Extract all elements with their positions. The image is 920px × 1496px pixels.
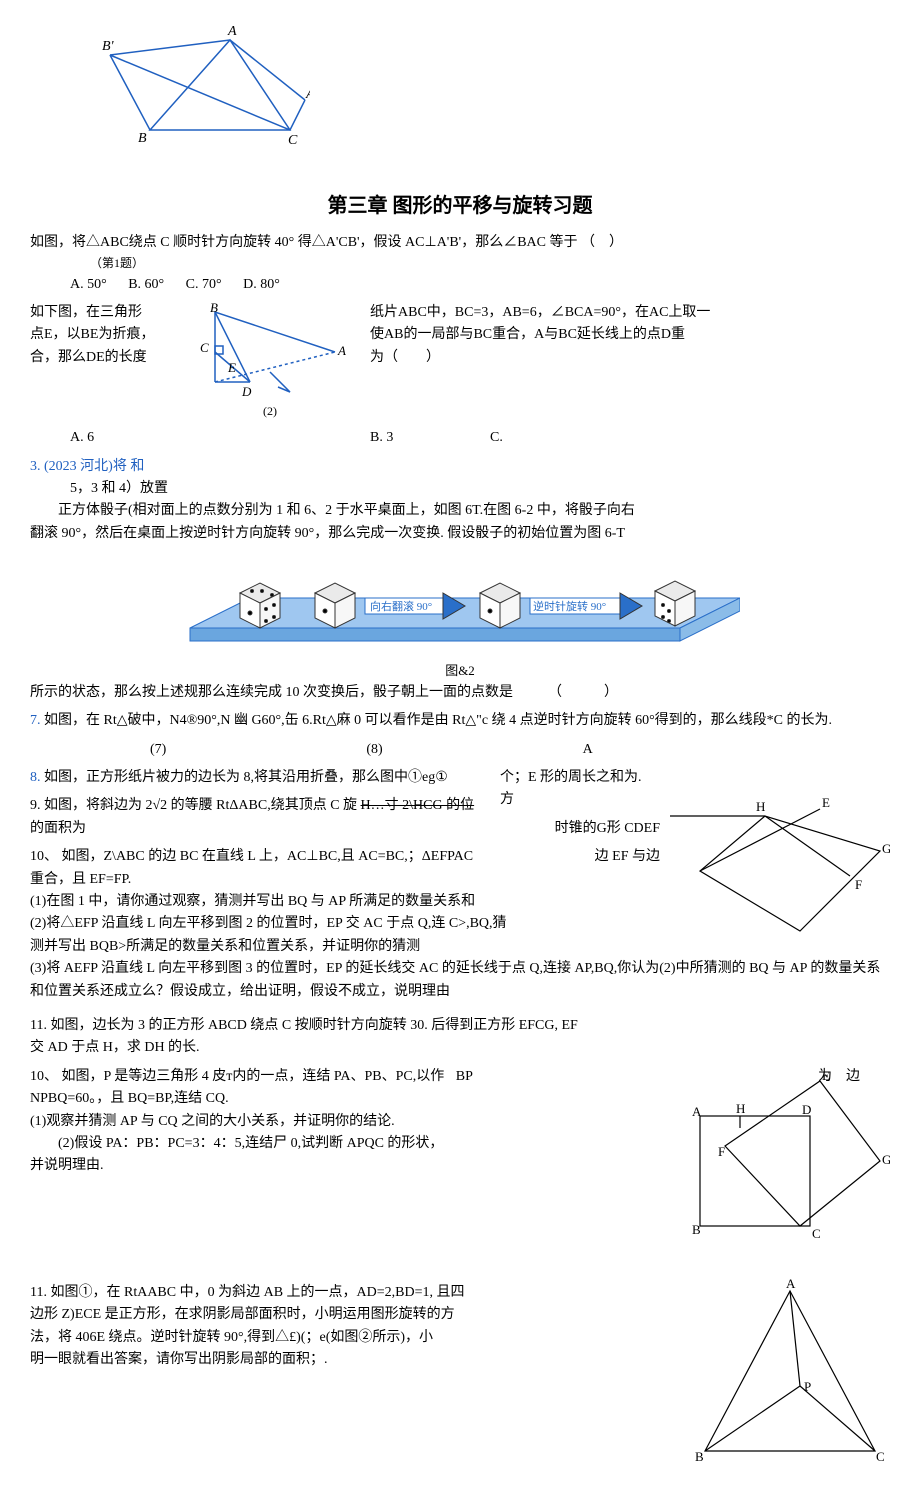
q2-left3: 合，那么DE的长度: [30, 347, 170, 369]
q9-body: 如图，将斜边为 2√2 的等腰 RtΔABC,绕其顶点 C 旋: [44, 798, 357, 813]
tri-label-b: B: [695, 1449, 704, 1464]
q10b-num: 10、: [30, 1069, 58, 1084]
svg-text:E: E: [822, 795, 830, 810]
q7-note-a: (7): [150, 739, 166, 761]
q1-opt-d: D. 80°: [243, 277, 280, 292]
q1-label-bp: B': [102, 39, 115, 54]
q9-tail: 时锥的G形 CDEF: [555, 818, 660, 840]
dice-label-a: 向右翻滚 90°: [370, 599, 432, 613]
q2-label-b: B: [210, 302, 218, 315]
q8-tail: 个；E 形的周长之和为. 方: [500, 767, 660, 812]
q1-svg: B' A A' B C: [90, 20, 310, 150]
question-3: 3. (2023 河北)将 和 5，3 和 4）放置 正方体骰子(相对面上的点数…: [30, 456, 890, 705]
q10b-body: 如图，P 是等边三角形 4 皮т内的一点，连结 PA、PB、PC,以作: [62, 1069, 445, 1084]
q1-label-c: C: [288, 133, 298, 148]
q7-note-b: (8): [366, 739, 382, 761]
q11-num: 11.: [30, 1018, 47, 1033]
question-2: 如下图，在三角形 点E，以BE为折痕， 合，那么DE的长度 B A C D E …: [30, 302, 890, 421]
q2-right3: 为（ ）: [370, 347, 890, 369]
q2-opt-b: B. 3: [370, 427, 490, 449]
q3-body2: 翻滚 90°，然后在桌面上按逆时针方向旋转 90°，那么完成一次变换. 假设骰子…: [30, 523, 890, 545]
q2-right1: 纸片ABC中，BC=3，AB=6，∠BCA=90°，在AC上取一: [370, 302, 890, 324]
right-figure-squares: A B C D E F G H: [670, 1066, 890, 1276]
q11b-num: 11.: [30, 1285, 47, 1300]
q1-label-ap: A': [305, 87, 310, 102]
tri-label-c: C: [876, 1449, 885, 1464]
q2-left1: 如下图，在三角形: [30, 302, 170, 324]
tri-label-a: A: [786, 1276, 796, 1291]
q1-label-a: A: [227, 24, 237, 39]
q1-body: 如图，将△ABC绕点 C 顺时针方向旋转 40° 得△A'CB'，假设 AC⊥A…: [30, 235, 577, 250]
q1-opt-a: A. 50°: [70, 277, 107, 292]
sq-label-b: B: [692, 1222, 701, 1237]
question-11: 11. 如图，边长为 3 的正方形 ABCD 绕点 C 按顺时针方向旋转 30.…: [30, 1015, 890, 1060]
q10-p3: (3)将 AEFP 沿直线 L 向左平移到图 3 的位置时，EP 的延长线交 A…: [30, 958, 890, 1003]
q7-body: 如图，在 Rt△破中，N4®90°,N 幽 G60°,缶 6.Rt△麻 0 可以…: [44, 713, 832, 728]
q2-options: A. 6 B. 3 C.: [30, 427, 890, 449]
q10b-tail: 为 边: [818, 1066, 860, 1088]
question-1: 如图，将△ABC绕点 C 顺时针方向旋转 40° 得△A'CB'，假设 AC⊥A…: [30, 232, 890, 296]
q3-lead: 3. (2023 河北)将 和: [30, 459, 144, 474]
q2-label-a: A: [337, 343, 346, 358]
q8-body: 如图，正方形纸片被力的边长为 8,将其沿用折叠，那么图中①eg①: [44, 770, 448, 785]
q8-num: 8.: [30, 770, 41, 785]
sq-label-f: F: [718, 1144, 725, 1159]
q3-sub: 5，3 和 4）放置: [70, 478, 890, 500]
q7-num: 7.: [30, 713, 41, 728]
q10-body: 如图，Z\ABC 的边 BC 在直线 L 上，AC⊥BC,且 AC=BC,；ΔE…: [62, 849, 474, 864]
q2-label-c: C: [200, 340, 209, 355]
svg-text:H: H: [756, 799, 765, 814]
q10-num: 10、: [30, 849, 58, 864]
right-figure-polygon: H E G F: [670, 761, 890, 951]
q3-body1: 正方体骰子(相对面上的点数分别为 1 和 6、2 于水平桌面上，如图 6T.在图…: [30, 500, 890, 522]
sq-label-h: H: [736, 1101, 745, 1116]
q3-caption: 图&2: [30, 661, 890, 682]
dice-strip: 向右翻滚 90° 逆时针旋转 90°: [180, 553, 740, 653]
q2-right2: 使AB的一局部与BC重合，A与BC延长线上的点D重: [370, 324, 890, 346]
q10b-bp: BP: [456, 1069, 473, 1084]
sq-label-d: D: [802, 1102, 811, 1117]
q11b-body: 如图①，在 RtAABC 中，0 为斜边 AB 上的一点，AD=2,BD=1, …: [50, 1285, 464, 1300]
q2-fignote: (2): [170, 402, 370, 421]
q1-options: A. 50° B. 60° C. 70° D. 80°: [70, 274, 890, 296]
tri-label-p: P: [804, 1379, 811, 1394]
q2-label-e: E: [227, 360, 236, 375]
q11-line2: 交 AD 于点 H，求 DH 的长.: [30, 1037, 890, 1059]
q1-note: （第1题）: [90, 254, 890, 273]
q1-paren: （ ）: [581, 235, 623, 250]
q9-strike: H…寸 2\HCG 的位: [361, 798, 475, 813]
q2-opt-a: A. 6: [70, 427, 370, 449]
q1-figure: B' A A' B C: [90, 20, 890, 150]
q10-tail: 边 EF 与边: [595, 846, 660, 868]
sq-label-g: G: [882, 1152, 890, 1167]
chapter-title: 第三章 图形的平移与旋转习题: [30, 190, 890, 222]
q2-label-d: D: [241, 384, 252, 399]
q1-opt-c: C. 70°: [186, 277, 222, 292]
sq-label-c: C: [812, 1226, 821, 1241]
q3-after: 所示的状态，那么按上述规那么连续完成 10 次变换后，骰子朝上一面的点数是 （ …: [30, 682, 890, 704]
q9-num: 9.: [30, 798, 41, 813]
svg-text:F: F: [855, 877, 862, 892]
q2-left2: 点E，以BE为折痕，: [30, 324, 170, 346]
sq-label-a: A: [692, 1104, 702, 1119]
svg-text:G: G: [882, 841, 890, 856]
question-7: 7. 如图，在 Rt△破中，N4®90°,N 幽 G60°,缶 6.Rt△麻 0…: [30, 710, 890, 732]
dice-label-b: 逆时针旋转 90°: [533, 599, 606, 613]
right-figure-triangle: A B C P: [690, 1276, 890, 1476]
q2-figure: B A C D E (2): [170, 302, 370, 421]
q1-opt-b: B. 60°: [128, 277, 164, 292]
q2-opt-c: C.: [490, 427, 503, 449]
q11-body: 如图，边长为 3 的正方形 ABCD 绕点 C 按顺时针方向旋转 30. 后得到…: [50, 1018, 577, 1033]
q1-label-b: B: [138, 131, 147, 146]
